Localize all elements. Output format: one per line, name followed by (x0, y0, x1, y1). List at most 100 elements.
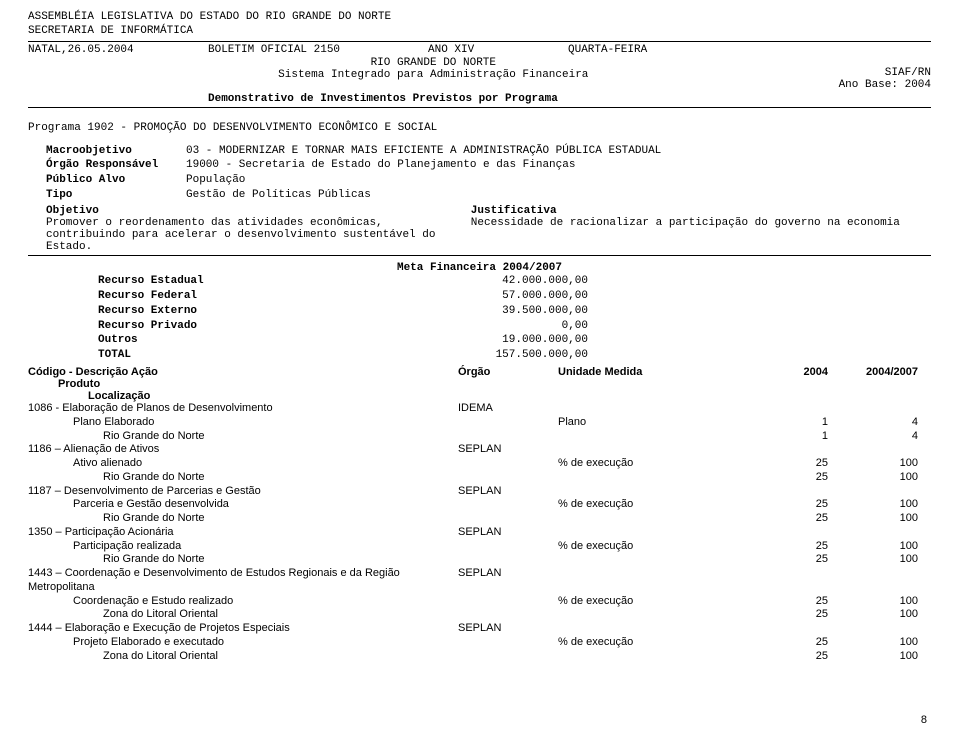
meta-row: Outros19.000.000,00 (98, 333, 931, 348)
tipo-val: Gestão de Políticas Públicas (186, 188, 931, 203)
action-row: 1443 – Coordenação e Desenvolvimento de … (28, 567, 931, 595)
action-loc: Rio Grande do Norte (28, 512, 458, 526)
action-row: 1444 – Elaboração e Execução de Projetos… (28, 622, 931, 636)
action-lv2: 4 (828, 430, 918, 444)
meta-row: Recurso Federal57.000.000,00 (98, 289, 931, 304)
action-v1: 25 (738, 498, 828, 512)
action-row: 1350 – Participação AcionáriaSEPLAN (28, 526, 931, 540)
action-orgao: SEPLAN (458, 622, 558, 636)
macro-label: Macroobjetivo (46, 144, 186, 159)
field-row: Público Alvo População (46, 173, 931, 188)
hdr-date: NATAL,26.05.2004 (28, 44, 208, 56)
action-prod: Coordenação e Estudo realizado (28, 595, 458, 609)
hdr-estado: RIO GRANDE DO NORTE (28, 57, 839, 69)
action-prod-row: Ativo alienado % de execução25100 (28, 457, 931, 471)
hdr-org1: ASSEMBLÉIA LEGISLATIVA DO ESTADO DO RIO … (28, 10, 931, 24)
action-unid: Plano (558, 416, 738, 430)
action-orgao: SEPLAN (458, 485, 558, 499)
action-loc: Zona do Litoral Oriental (28, 650, 458, 664)
orgao-val: 19000 - Secretaria de Estado do Planejam… (186, 158, 931, 173)
meta-val: 157.500.000,00 (408, 348, 588, 363)
meta-title: Meta Financeira 2004/2007 (28, 262, 931, 274)
action-row: 1187 – Desenvolvimento de Parcerias e Ge… (28, 485, 931, 499)
action-loc: Rio Grande do Norte (28, 430, 458, 444)
macro-val: 03 - MODERNIZAR E TORNAR MAIS EFICIENTE … (186, 144, 931, 159)
action-v2: 100 (828, 540, 918, 554)
hdr-anobase: Ano Base: 2004 (839, 79, 931, 91)
action-unid: % de execução (558, 540, 738, 554)
action-code: 1186 – Alienação de Ativos (28, 443, 458, 457)
th-produto: Produto (58, 378, 931, 390)
action-code: 1444 – Elaboração e Execução de Projetos… (28, 622, 458, 636)
action-v1: 25 (738, 457, 828, 471)
field-row: Tipo Gestão de Políticas Públicas (46, 188, 931, 203)
meta-label: Recurso Privado (98, 319, 408, 334)
hdr-boletim-row: NATAL,26.05.2004 BOLETIM OFICIAL 2150 AN… (28, 44, 931, 56)
meta-row: Recurso Estadual42.000.000,00 (98, 274, 931, 289)
action-lv2: 100 (828, 512, 918, 526)
action-loc-row: Zona do Litoral Oriental 25100 (28, 608, 931, 622)
action-orgao: SEPLAN (458, 567, 558, 595)
action-unid: % de execução (558, 498, 738, 512)
action-lv2: 100 (828, 471, 918, 485)
meta-val: 39.500.000,00 (408, 304, 588, 319)
action-code: 1443 – Coordenação e Desenvolvimento de … (28, 567, 458, 595)
action-lv1: 25 (738, 608, 828, 622)
hdr-sistema: Sistema Integrado para Administração Fin… (28, 69, 839, 81)
action-loc-row: Rio Grande do Norte25100 (28, 553, 931, 567)
action-prod-row: Projeto Elaborado e executado% de execuç… (28, 636, 931, 650)
action-v1: 1 (738, 416, 828, 430)
th-unid: Unidade Medida (558, 366, 738, 378)
action-row: 1186 – Alienação de AtivosSEPLAN (28, 443, 931, 457)
action-prod: Plano Elaborado (28, 416, 458, 430)
table-header: Código - Descrição Ação Órgão Unidade Me… (28, 366, 931, 378)
action-v2: 4 (828, 416, 918, 430)
meta-val: 0,00 (408, 319, 588, 334)
action-prod-row: Plano Elaborado Plano14 (28, 416, 931, 430)
meta-row: Recurso Externo39.500.000,00 (98, 304, 931, 319)
action-loc: Rio Grande do Norte (28, 471, 458, 485)
pub-label: Público Alvo (46, 173, 186, 188)
action-v2: 100 (828, 595, 918, 609)
meta-row: TOTAL157.500.000,00 (98, 348, 931, 363)
action-loc: Zona do Litoral Oriental (28, 608, 458, 622)
th-orgao: Órgão (458, 366, 558, 378)
obj-label: Objetivo (46, 205, 457, 217)
action-lv1: 25 (738, 471, 828, 485)
divider (28, 255, 931, 256)
action-row: 1086 - Elaboração de Planos de Desenvolv… (28, 402, 931, 416)
th-acao: Código - Descrição Ação (28, 366, 458, 378)
action-prod-row: Participação realizada % de execução25100 (28, 540, 931, 554)
action-loc-row: Zona do Litoral Oriental 25100 (28, 650, 931, 664)
action-orgao: SEPLAN (458, 443, 558, 457)
divider (28, 107, 931, 108)
hdr-siaf: SIAF/RN (839, 67, 931, 79)
action-v1: 25 (738, 540, 828, 554)
action-unid: % de execução (558, 457, 738, 471)
meta-label: Recurso Estadual (98, 274, 408, 289)
action-lv1: 25 (738, 512, 828, 526)
action-orgao: SEPLAN (458, 526, 558, 540)
meta-val: 19.000.000,00 (408, 333, 588, 348)
page-number: 8 (921, 714, 927, 726)
meta-label: Outros (98, 333, 408, 348)
th-2004: 2004 (738, 366, 828, 378)
objective-row: Objetivo Promover o reordenamento das at… (46, 205, 931, 253)
action-code: 1350 – Participação Acionária (28, 526, 458, 540)
meta-val: 42.000.000,00 (408, 274, 588, 289)
action-v2: 100 (828, 457, 918, 471)
hdr-org2: SECRETARIA DE INFORMÁTICA (28, 24, 931, 38)
action-lv1: 25 (738, 650, 828, 664)
action-lv2: 100 (828, 608, 918, 622)
hdr-boletim: BOLETIM OFICIAL 2150 (208, 44, 428, 56)
th-local: Localização (88, 390, 931, 402)
action-loc: Rio Grande do Norte (28, 553, 458, 567)
action-prod: Ativo alienado (28, 457, 458, 471)
just-val: Necessidade de racionalizar a participaç… (471, 217, 931, 229)
obj-val: Promover o reordenamento das atividades … (46, 217, 457, 253)
action-lv2: 100 (828, 650, 918, 664)
action-orgao: IDEMA (458, 402, 558, 416)
field-row: Órgão Responsável 19000 - Secretaria de … (46, 158, 931, 173)
action-lv1: 1 (738, 430, 828, 444)
action-prod: Participação realizada (28, 540, 458, 554)
